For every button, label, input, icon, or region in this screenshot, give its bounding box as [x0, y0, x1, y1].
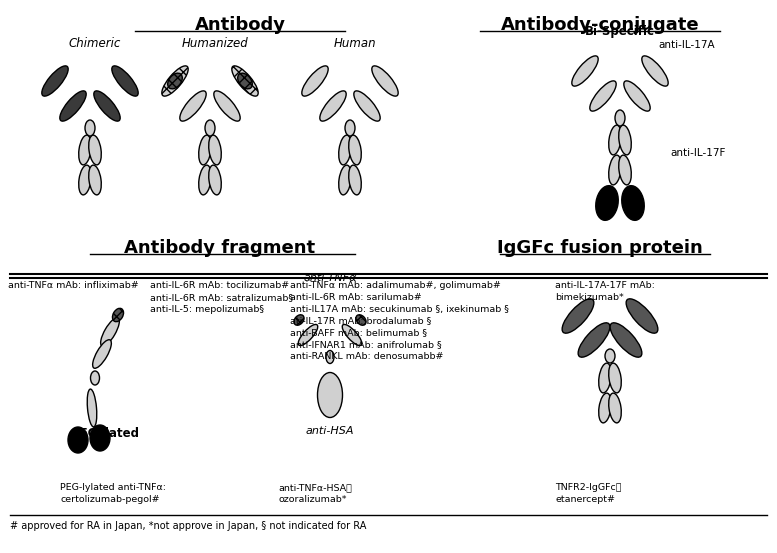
Ellipse shape: [596, 186, 618, 220]
Text: anti-IL-17A: anti-IL-17A: [658, 40, 715, 50]
Text: anti-IL-17A-17F mAb:
bimekizumab*: anti-IL-17A-17F mAb: bimekizumab*: [555, 281, 655, 302]
Text: IgGFc fusion protein: IgGFc fusion protein: [497, 239, 703, 257]
Ellipse shape: [301, 66, 328, 96]
Ellipse shape: [608, 393, 622, 423]
Text: anti-TNFα mAb: infliximab#: anti-TNFα mAb: infliximab#: [8, 281, 139, 290]
Text: Human: Human: [333, 36, 376, 50]
Ellipse shape: [339, 135, 351, 165]
Ellipse shape: [618, 125, 631, 155]
Text: Bi-Specific: Bi-Specific: [585, 24, 655, 38]
Ellipse shape: [578, 323, 610, 357]
Text: anti-IL-6R mAb: tocilizumab#
anti-IL-6R mAb: satralizumab§
anti-IL-5: mepolizuma: anti-IL-6R mAb: tocilizumab# anti-IL-6R …: [150, 281, 293, 314]
Ellipse shape: [572, 56, 598, 86]
Ellipse shape: [78, 135, 92, 165]
Ellipse shape: [298, 325, 318, 346]
Text: anti-HSA: anti-HSA: [306, 426, 354, 436]
Ellipse shape: [326, 351, 334, 363]
Ellipse shape: [90, 425, 110, 451]
Ellipse shape: [179, 91, 206, 121]
Ellipse shape: [214, 91, 240, 121]
Ellipse shape: [68, 427, 88, 453]
Text: Antibody fragment: Antibody fragment: [124, 239, 315, 257]
Ellipse shape: [112, 66, 138, 96]
Ellipse shape: [626, 299, 658, 333]
Ellipse shape: [599, 363, 611, 393]
Ellipse shape: [209, 135, 221, 165]
Ellipse shape: [87, 389, 97, 427]
Ellipse shape: [608, 363, 622, 393]
Ellipse shape: [608, 155, 622, 185]
Ellipse shape: [562, 299, 594, 333]
Text: anti-TNFα mAb: adalimumab#, golimumab#
anti-IL-6R mAb: sarilumab#
anti-IL17A mAb: anti-TNFα mAb: adalimumab#, golimumab# a…: [290, 281, 509, 361]
Ellipse shape: [622, 186, 644, 220]
Text: Humanized: Humanized: [182, 36, 249, 50]
Ellipse shape: [624, 81, 650, 111]
Text: Chimeric: Chimeric: [69, 36, 121, 50]
Ellipse shape: [199, 165, 211, 195]
Ellipse shape: [372, 66, 398, 96]
Ellipse shape: [642, 56, 668, 86]
Ellipse shape: [349, 135, 361, 165]
Ellipse shape: [199, 135, 211, 165]
Text: # approved for RA in Japan, *not approve in Japan, § not indicated for RA: # approved for RA in Japan, *not approve…: [10, 521, 367, 531]
Ellipse shape: [232, 66, 258, 96]
Ellipse shape: [90, 371, 99, 385]
Ellipse shape: [599, 393, 611, 423]
Ellipse shape: [60, 91, 86, 121]
Ellipse shape: [94, 91, 120, 121]
Ellipse shape: [618, 155, 631, 185]
Ellipse shape: [339, 165, 351, 195]
Ellipse shape: [209, 165, 221, 195]
Ellipse shape: [168, 73, 183, 89]
Ellipse shape: [608, 125, 622, 155]
Text: PEGylated: PEGylated: [72, 426, 140, 440]
Ellipse shape: [610, 323, 642, 357]
Ellipse shape: [320, 91, 347, 121]
Text: anti-TNFα: anti-TNFα: [303, 273, 357, 283]
Ellipse shape: [590, 81, 616, 111]
Ellipse shape: [89, 135, 101, 165]
Ellipse shape: [342, 325, 362, 346]
Text: anti-TNFα-HSA：
ozoralizumab*: anti-TNFα-HSA： ozoralizumab*: [278, 483, 352, 504]
Ellipse shape: [345, 120, 355, 136]
Ellipse shape: [162, 66, 188, 96]
Ellipse shape: [356, 315, 366, 325]
Ellipse shape: [205, 120, 215, 136]
Ellipse shape: [349, 165, 361, 195]
Ellipse shape: [89, 165, 101, 195]
Ellipse shape: [605, 349, 615, 363]
Ellipse shape: [85, 120, 95, 136]
Ellipse shape: [101, 318, 120, 346]
Ellipse shape: [113, 309, 124, 322]
Ellipse shape: [354, 91, 380, 121]
Ellipse shape: [615, 110, 625, 126]
Text: Antibody: Antibody: [194, 16, 285, 34]
Ellipse shape: [42, 66, 68, 96]
Text: PEG-lylated anti-TNFα:
certolizumab-pegol#: PEG-lylated anti-TNFα: certolizumab-pego…: [60, 483, 166, 504]
Text: Antibody-conjugate: Antibody-conjugate: [500, 16, 699, 34]
Ellipse shape: [238, 73, 253, 89]
Ellipse shape: [294, 315, 304, 325]
Text: TNFR2-IgGFc：
etanercept#: TNFR2-IgGFc： etanercept#: [555, 483, 622, 504]
Ellipse shape: [318, 373, 343, 418]
Ellipse shape: [92, 340, 111, 368]
Ellipse shape: [78, 165, 92, 195]
Text: anti-IL-17F: anti-IL-17F: [670, 148, 726, 158]
